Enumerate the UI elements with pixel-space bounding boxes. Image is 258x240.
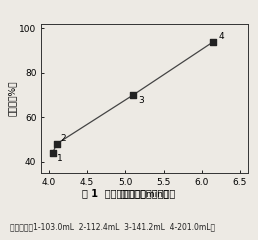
Text: 2: 2 xyxy=(61,134,66,143)
Point xyxy=(211,40,215,44)
Point xyxy=(131,93,135,97)
Text: 蜗馈体积：1-103.0mL  2-112.4mL  3-141.2mL  4-201.0mL。: 蜗馈体积：1-103.0mL 2-112.4mL 3-141.2mL 4-201… xyxy=(10,222,215,231)
Text: 3: 3 xyxy=(139,96,144,105)
X-axis label: 蜗馈时间（min）: 蜗馈时间（min） xyxy=(120,189,169,198)
Text: 图 1  蜗馈时间与回收率关系曲线: 图 1 蜗馈时间与回收率关系曲线 xyxy=(82,188,176,198)
Text: 1: 1 xyxy=(57,154,63,163)
Y-axis label: 回收率（%）: 回收率（%） xyxy=(7,81,17,116)
Point xyxy=(51,151,55,155)
Text: 4: 4 xyxy=(219,32,224,41)
Point xyxy=(54,142,59,146)
